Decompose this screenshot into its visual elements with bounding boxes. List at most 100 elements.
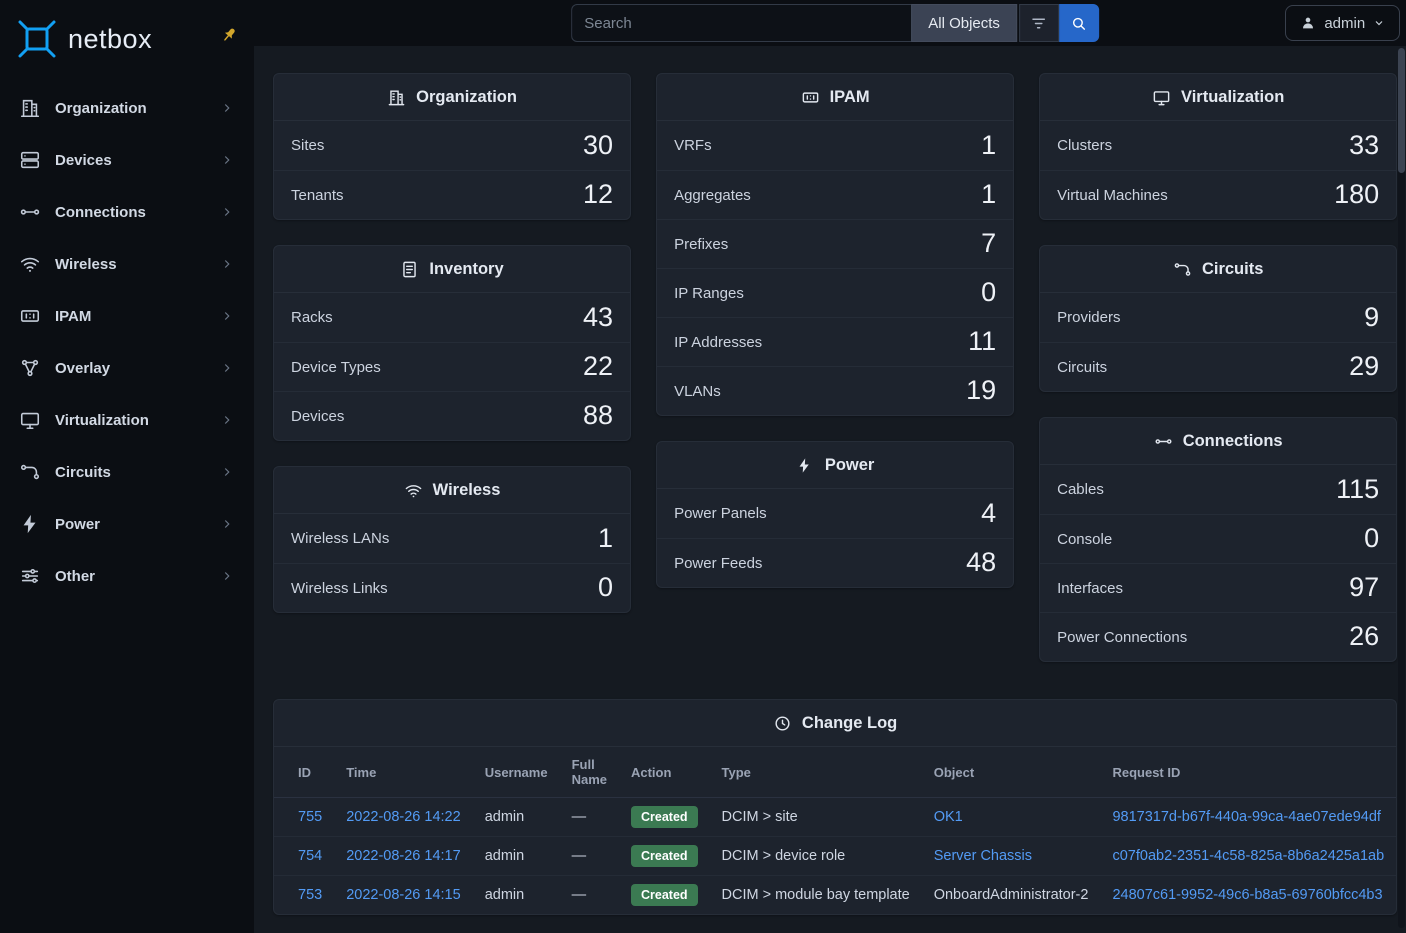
sidebar-item-organization[interactable]: Organization <box>6 82 248 134</box>
stat-value-link[interactable]: 115 <box>1336 473 1380 504</box>
changelog-requestid-link[interactable]: 24807c61-9952-49c6-b8a5-69760bfcc4b3 <box>1112 887 1383 903</box>
object-type-button[interactable]: All Objects <box>911 4 1017 42</box>
stat-row: Aggregates 1 <box>657 170 1014 219</box>
sidebar-item-label: Other <box>55 567 96 585</box>
stat-value-link[interactable]: 48 <box>966 547 997 578</box>
stat-value-link[interactable]: 97 <box>1349 572 1380 603</box>
changelog-object-link[interactable]: OK1 <box>933 809 963 825</box>
search-input[interactable] <box>571 4 912 42</box>
sidebar-item-label: Circuits <box>55 463 111 481</box>
card-title: Organization <box>416 87 517 106</box>
sidebar-item-label: IPAM <box>55 307 92 325</box>
stat-label: IP Ranges <box>674 284 744 302</box>
stat-label: IP Addresses <box>674 333 763 351</box>
stat-value-link[interactable]: 30 <box>583 129 614 160</box>
changelog-time-link[interactable]: 2022-08-26 14:15 <box>346 887 461 903</box>
column-header-id: ID <box>274 747 335 798</box>
list-icon <box>400 259 420 279</box>
column-header-username: Username <box>472 747 560 798</box>
stat-label: Racks <box>291 309 333 326</box>
building-icon <box>18 96 42 120</box>
sidebar-item-wireless[interactable]: Wireless <box>6 238 248 290</box>
stat-row: VRFs 1 <box>657 121 1013 170</box>
bolt-icon <box>796 455 816 475</box>
changelog-requestid-link[interactable]: 9817317d-b67f-440a-99ca-4ae07ede94df <box>1112 809 1381 825</box>
stat-row: Wireless LANs 1 <box>274 514 630 563</box>
stat-value-link[interactable]: 0 <box>981 277 997 308</box>
filter-icon <box>1030 15 1047 32</box>
graph-icon <box>18 356 42 380</box>
stat-value-link[interactable]: 12 <box>583 179 614 210</box>
stats-column-2: IPAM VRFs 1 Aggregates 1 Prefixes 7 <box>656 73 1015 662</box>
stat-value-link[interactable]: 88 <box>583 400 614 431</box>
search-submit-button[interactable] <box>1058 4 1099 42</box>
sidebar-menu: Organization Devices Connections Wireles… <box>0 78 254 606</box>
stat-label: Aggregates <box>674 186 751 204</box>
chevron-right-icon <box>220 464 236 480</box>
stat-value-link[interactable]: 29 <box>1349 351 1380 382</box>
stat-value-link[interactable]: 0 <box>598 572 614 603</box>
wifi-icon <box>18 252 42 276</box>
stat-value-link[interactable]: 22 <box>583 351 614 382</box>
changelog-id-link[interactable]: 754 <box>298 848 323 864</box>
sidebar-item-other[interactable]: Other <box>6 550 248 602</box>
table-header-row: ID Time Username Full Name Action Type O… <box>274 747 1397 798</box>
stat-value-link[interactable]: 7 <box>981 228 997 259</box>
sidebar-item-label: Overlay <box>55 359 111 377</box>
netbox-logo-text: netbox <box>68 23 153 54</box>
scrollbar-thumb[interactable] <box>1398 48 1405 173</box>
sidebar-item-power[interactable]: Power <box>6 498 248 550</box>
sidebar-item-connections[interactable]: Connections <box>6 186 248 238</box>
sidebar-item-overlay[interactable]: Overlay <box>6 342 248 394</box>
user-menu-button[interactable]: admin <box>1285 5 1401 41</box>
chevron-right-icon <box>220 308 236 324</box>
changelog-requestid-link[interactable]: c07f0ab2-2351-4c58-825a-8b6a2425a1ab <box>1112 848 1385 864</box>
changelog-id-link[interactable]: 753 <box>298 887 323 903</box>
card-title: Wireless <box>432 480 501 499</box>
sidebar-item-label: Devices <box>55 151 112 169</box>
sidebar-item-label: Organization <box>55 99 147 117</box>
changelog-object-link[interactable]: Server Chassis <box>933 848 1033 864</box>
changelog-time-link[interactable]: 2022-08-26 14:17 <box>346 848 461 864</box>
changelog-id-link[interactable]: 755 <box>298 809 323 825</box>
stat-value-link[interactable]: 0 <box>1364 523 1380 554</box>
stat-label: VLANs <box>674 382 721 400</box>
stat-value-link[interactable]: 33 <box>1349 129 1380 160</box>
stat-row: Power Feeds 48 <box>657 538 1014 587</box>
stat-value-link[interactable]: 1 <box>598 522 614 553</box>
bolt-icon <box>18 512 42 536</box>
stat-label: VRFs <box>674 137 712 154</box>
netbox-logo-icon <box>14 19 60 59</box>
filter-button[interactable] <box>1018 4 1059 42</box>
chevron-right-icon <box>220 412 236 428</box>
stat-value-link[interactable]: 11 <box>968 326 997 357</box>
stat-value-link[interactable]: 26 <box>1349 621 1380 652</box>
dashboard-content: Organization Sites 30 Tenants 12 <box>254 46 1406 933</box>
sidebar-item-ipam[interactable]: IPAM <box>6 290 248 342</box>
sidebar-item-circuits[interactable]: Circuits <box>6 446 248 498</box>
stat-value-link[interactable]: 9 <box>1364 301 1380 332</box>
stat-value-link[interactable]: 1 <box>981 129 997 160</box>
stat-row: Virtual Machines 180 <box>1040 170 1397 219</box>
sidebar-item-virtualization[interactable]: Virtualization <box>6 394 248 446</box>
changelog-fullname: — <box>559 875 619 914</box>
changelog-fullname: — <box>559 836 619 876</box>
ip-card-icon <box>801 87 821 107</box>
sidebar-item-devices[interactable]: Devices <box>6 134 248 186</box>
stat-value-link[interactable]: 43 <box>583 301 614 332</box>
netbox-logo[interactable]: netbox <box>14 19 152 59</box>
stat-row: Device Types 22 <box>274 342 631 391</box>
sidebar-item-label: Wireless <box>55 255 117 273</box>
stat-value-link[interactable]: 1 <box>981 179 997 210</box>
stat-row: Cables 115 <box>1040 465 1396 514</box>
changelog-username: admin <box>472 797 560 837</box>
stat-value-link[interactable]: 4 <box>981 497 997 528</box>
pin-sidebar-icon[interactable] <box>220 26 238 44</box>
card-title: Power <box>824 455 875 474</box>
stat-row: Prefixes 7 <box>657 219 1014 268</box>
changelog-time-link[interactable]: 2022-08-26 14:22 <box>346 809 461 825</box>
stat-value-link[interactable]: 180 <box>1334 179 1380 210</box>
stat-value-link[interactable]: 19 <box>966 375 997 406</box>
stat-row: Circuits 29 <box>1040 342 1397 391</box>
person-icon <box>1300 15 1316 31</box>
